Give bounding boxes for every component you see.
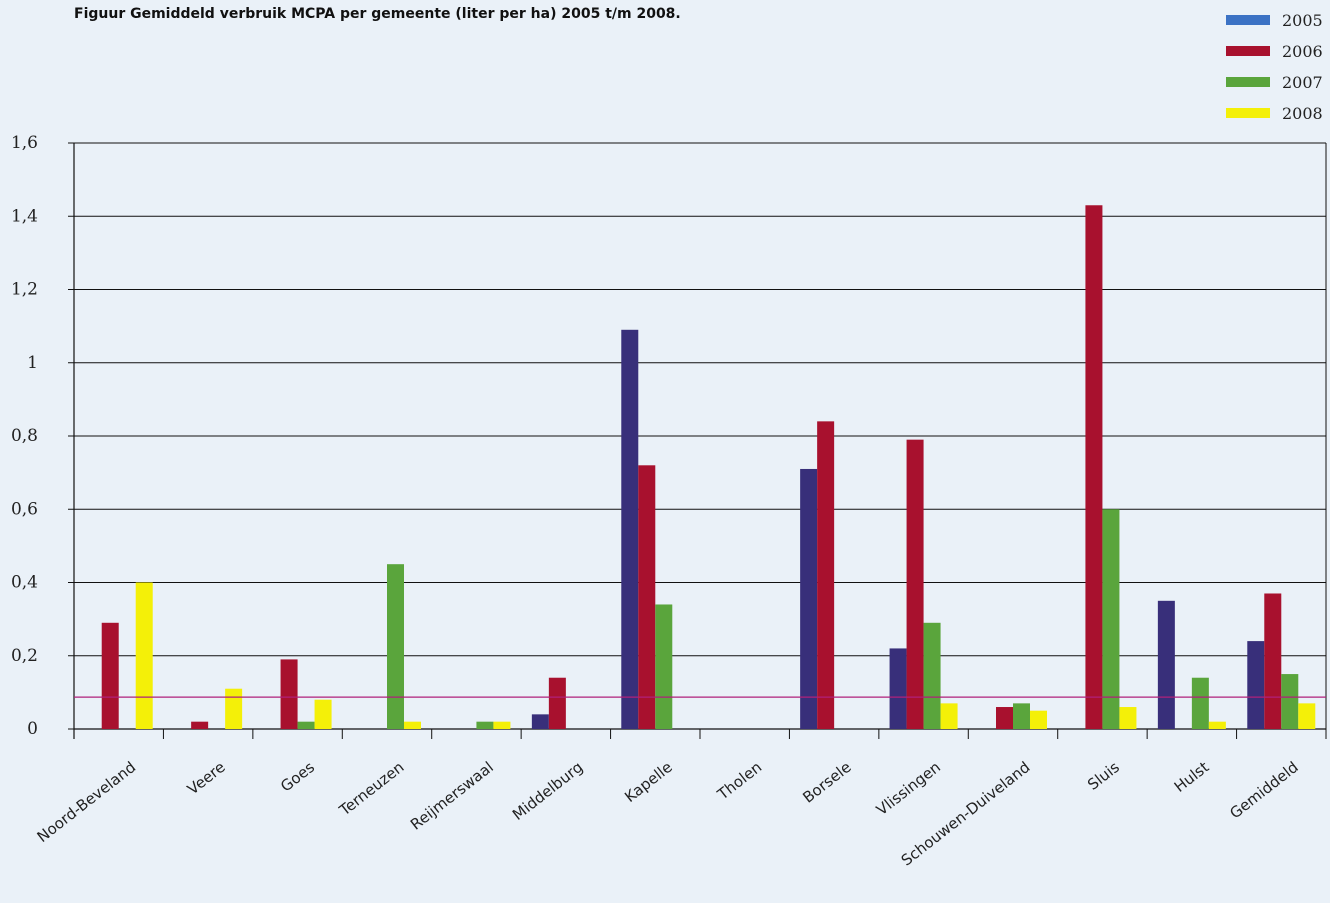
bar-2008-veere bbox=[225, 688, 243, 729]
chart-title: Figuur Gemiddeld verbruik MCPA per gemee… bbox=[74, 6, 681, 22]
bar-2008-terneuzen bbox=[404, 721, 421, 729]
legend-label-2007: 2007 bbox=[1282, 73, 1323, 92]
y-tick-label: 0,8 bbox=[11, 426, 38, 446]
bar-2006-sluis bbox=[1085, 205, 1103, 729]
bar-2007-kapelle bbox=[655, 604, 673, 729]
legend-swatch-2005 bbox=[1226, 15, 1270, 25]
x-tick-label: Kapelle bbox=[621, 758, 675, 806]
bar-2008-vlissingen bbox=[940, 703, 958, 729]
bar-2007-hulst bbox=[1191, 677, 1209, 729]
bar-2005-vlissingen bbox=[889, 648, 907, 729]
bar-2006-middelburg bbox=[548, 677, 566, 729]
x-axis-labels: Noord-Beveland Veere Goes Terneuzen Reijmers… bbox=[34, 758, 1302, 870]
y-tick-label: 1,2 bbox=[11, 280, 38, 300]
bar-2005-kapelle bbox=[621, 329, 639, 729]
y-tick-label: 0 bbox=[27, 719, 38, 739]
x-tick-label: Tholen bbox=[713, 758, 765, 804]
axes bbox=[73, 143, 1327, 739]
bar-2008-noord-beveland bbox=[135, 582, 153, 729]
bar-2008-goes bbox=[314, 699, 332, 729]
bar-2007-sluis bbox=[1102, 509, 1120, 729]
y-tick-label: 1,4 bbox=[11, 206, 38, 226]
bar-2008-hulst bbox=[1208, 721, 1226, 729]
bar-2008-gemiddeld bbox=[1298, 703, 1316, 729]
bar-2006-schouwen-duiveland bbox=[996, 707, 1013, 729]
y-tick-label: 0,6 bbox=[11, 499, 38, 519]
bar-2007-vlissingen bbox=[923, 622, 941, 729]
legend-label-2006: 2006 bbox=[1282, 42, 1323, 61]
y-tick-label: 1,6 bbox=[11, 133, 38, 153]
bar-2007-gemiddeld bbox=[1281, 674, 1299, 729]
legend: 2005 2006 2007 2008 bbox=[1226, 11, 1323, 123]
bar-2007-terneuzen bbox=[387, 564, 404, 729]
y-tick-label: 0,2 bbox=[11, 646, 38, 666]
bar-2005-gemiddeld bbox=[1247, 641, 1265, 729]
x-tick-label: Borsele bbox=[799, 758, 854, 807]
x-tick-label: Middelburg bbox=[509, 758, 586, 824]
legend-swatch-2007 bbox=[1226, 77, 1270, 87]
bar-2006-goes bbox=[280, 659, 298, 729]
bar-2006-noord-beveland bbox=[101, 622, 119, 729]
legend-label-2008: 2008 bbox=[1282, 104, 1323, 123]
bar-2005-hulst bbox=[1157, 600, 1175, 729]
legend-label-2005: 2005 bbox=[1282, 11, 1323, 30]
x-tick-label: Noord-Beveland bbox=[34, 758, 140, 846]
x-tick-label: Vlissingen bbox=[873, 758, 944, 819]
legend-swatch-2006 bbox=[1226, 46, 1270, 56]
x-tick-label: Sluis bbox=[1084, 758, 1123, 794]
x-tick-label: Goes bbox=[277, 758, 318, 796]
bar-2007-schouwen-duiveland bbox=[1013, 703, 1030, 729]
x-tick-label: Gemiddeld bbox=[1226, 758, 1301, 822]
x-tick-label: Reijmerswaal bbox=[407, 758, 497, 834]
bar-2006-veere bbox=[191, 721, 209, 729]
bar-2007-reijmerswaal bbox=[476, 721, 494, 729]
gridlines bbox=[74, 142, 1326, 657]
bar-2007-goes bbox=[297, 721, 315, 729]
y-tick-label: 0,4 bbox=[11, 573, 38, 593]
y-axis-ticks: 0 0,2 0,4 0,6 0,8 1 1,2 1,4 1,6 bbox=[11, 133, 74, 739]
y-tick-label: 1 bbox=[27, 353, 38, 373]
x-tick-label: Veere bbox=[184, 758, 229, 798]
bar-2008-schouwen-duiveland bbox=[1030, 710, 1047, 729]
bar-2006-borsele bbox=[817, 421, 835, 729]
bar-2006-vlissingen bbox=[906, 439, 924, 729]
bar-2006-gemiddeld bbox=[1264, 593, 1282, 729]
legend-swatch-2008 bbox=[1226, 108, 1270, 118]
bar-2008-reijmerswaal bbox=[493, 721, 511, 729]
x-tick-label: Hulst bbox=[1171, 758, 1213, 796]
bar-2006-kapelle bbox=[638, 465, 656, 729]
x-tick-label: Terneuzen bbox=[335, 758, 407, 820]
bar-2005-middelburg bbox=[531, 714, 549, 729]
bar-2005-borsele bbox=[800, 468, 818, 729]
bars bbox=[101, 205, 1316, 729]
bar-2008-sluis bbox=[1119, 707, 1137, 729]
